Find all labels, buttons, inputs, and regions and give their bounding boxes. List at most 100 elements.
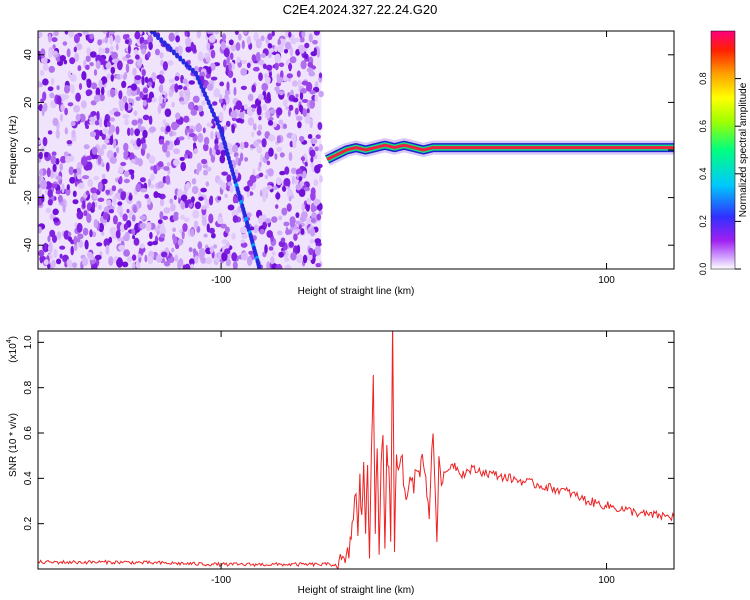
noise-blob [315,134,321,139]
noise-blob [91,201,96,211]
noise-blob [210,49,216,59]
chirp-point [165,43,170,50]
noise-blob [101,144,107,150]
noise-blob [40,48,46,59]
noise-blob [301,31,306,38]
colorbar-tick-label: 0.0 [698,263,708,276]
noise-blob [39,82,43,88]
noise-blob [213,88,220,98]
noise-blob [94,254,102,260]
noise-blob [62,41,68,46]
noise-blob [174,83,179,93]
noise-blob [275,204,279,210]
noise-blob [260,53,266,59]
noise-blob [172,214,179,221]
noise-blob [314,164,321,174]
noise-blob [151,97,157,103]
noise-blob [249,174,256,184]
noise-blob [266,91,271,102]
noise-blob [82,227,89,236]
noise-blob [77,174,82,180]
noise-blob [267,43,273,49]
noise-blob [198,196,204,201]
noise-blob [314,238,322,244]
noise-blob [307,134,313,139]
noise-blob [188,102,194,110]
noise-blob [223,59,227,68]
noise-blob [127,127,131,136]
noise-blob [73,46,77,53]
noise-blob [300,60,307,70]
noise-blob [267,168,274,177]
noise-blob [169,198,173,204]
noise-blob [185,46,192,53]
noise-blob [63,151,69,157]
noise-blob [57,194,63,203]
noise-blob [251,131,255,137]
noise-blob [158,95,163,104]
noise-blob [44,151,49,158]
noise-blob [278,119,284,125]
noise-blob [221,33,227,41]
noise-blob [89,51,97,58]
noise-blob [75,113,81,122]
noise-blob [276,107,283,116]
noise-blob [139,222,147,230]
noise-blob [173,148,180,155]
noise-blob [310,51,317,57]
noise-blob [177,238,183,246]
noise-blob [168,89,173,98]
top-x-ticks: -100 100 [211,31,615,286]
noise-blob [83,210,88,217]
top-y-label: Frequency (Hz) [8,116,19,185]
noise-blob [131,214,136,222]
noise-blob [174,122,179,130]
noise-blob [299,91,304,100]
noise-blob [189,258,195,266]
noise-blob [174,31,179,37]
noise-blob [157,219,163,225]
noise-blob [172,235,178,246]
noise-blob [130,83,138,91]
bottom-x-label: Height of straight line (km) [298,585,415,596]
noise-blob [123,142,129,152]
noise-blob [64,127,68,135]
noise-blob [283,49,289,54]
chirp-point [156,34,160,41]
noise-blob [38,139,42,145]
noise-blob [50,77,55,86]
noise-blob [95,60,101,70]
snr-panel: -100 100 0.2 0.4 0.6 0.8 1.0 Height of straig… [6,330,675,596]
noise-blob [98,222,104,233]
noise-blob [192,95,200,104]
noise-blob [53,217,60,223]
noise-blob [148,41,153,51]
noise-blob [111,58,119,64]
noise-blob [162,215,169,220]
noise-blob [110,66,116,74]
noise-blob [52,208,59,216]
noise-blob [141,142,147,150]
chirp-point [256,263,261,269]
noise-blob [213,244,218,249]
noise-blob [224,88,231,96]
noise-blob [59,163,63,171]
noise-blob [59,55,66,62]
noise-blob [161,90,167,95]
noise-blob [240,85,247,90]
noise-blob [94,120,100,126]
noise-blob [64,31,69,35]
noise-blob [276,146,283,153]
noise-blob [235,42,241,51]
noise-blob [89,229,93,238]
noise-blob [47,86,54,92]
noise-blob [234,31,239,35]
noise-blob [314,94,318,103]
noise-blob [94,201,98,208]
noise-blob [85,124,89,129]
noise-blob [93,219,99,228]
noise-blob [266,230,274,238]
noise-blob [295,212,300,219]
noise-blob [49,92,55,99]
noise-blob [265,64,273,71]
